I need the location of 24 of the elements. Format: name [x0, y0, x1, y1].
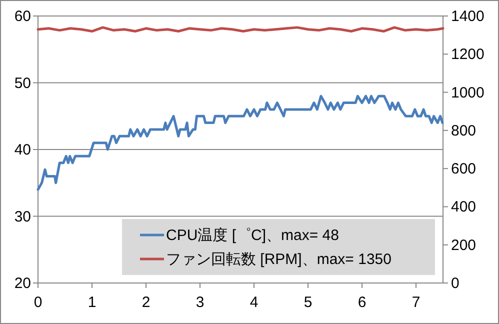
- y2-tick-label: 400: [451, 198, 476, 216]
- x-tick-label: 6: [358, 294, 366, 311]
- y2-tick-label: 600: [451, 160, 476, 178]
- x-tick-label: 0: [34, 294, 42, 311]
- y2-tick-label: 1200: [451, 46, 484, 64]
- x-tick-label: 7: [412, 294, 420, 311]
- y2-tick-label: 200: [451, 236, 476, 254]
- y-tick-label: 60: [14, 8, 31, 25]
- y2-tick-label: 800: [451, 122, 476, 140]
- line-series: [36, 94, 444, 191]
- y2-tick-label: 1400: [451, 8, 484, 25]
- x-tick-label: 1: [88, 294, 96, 311]
- y-tick-label: 20: [14, 275, 31, 292]
- legend-label: CPU温度 [゜C]、max= 48: [166, 227, 339, 244]
- x-tick-label: 4: [250, 294, 258, 311]
- y2-tick-label: 1000: [451, 84, 484, 102]
- y-tick-label: 40: [14, 142, 31, 158]
- y-tick-label: 50: [14, 74, 31, 92]
- legend-label: ファン回転数 [RPM]、max= 1350: [166, 251, 392, 268]
- y2-tick-label: 0: [451, 275, 460, 292]
- x-tick-label: 5: [304, 294, 312, 311]
- x-tick-label: 3: [196, 294, 204, 311]
- x-tick-label: 2: [142, 294, 150, 311]
- y-tick-label: 30: [14, 208, 31, 226]
